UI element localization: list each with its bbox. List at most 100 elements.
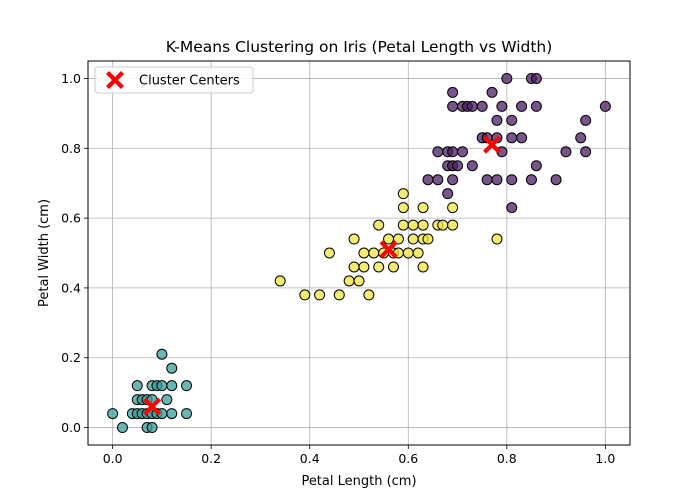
data-point-cluster-2 <box>392 233 404 245</box>
data-point-cluster-1 <box>181 408 193 420</box>
data-point-cluster-2 <box>333 289 345 301</box>
chart-title: K-Means Clustering on Iris (Petal Length… <box>166 38 553 56</box>
scatter-points <box>107 72 611 434</box>
data-point-cluster-3 <box>432 174 444 186</box>
legend: Cluster Centers <box>94 66 254 94</box>
data-point-cluster-2 <box>397 202 409 214</box>
data-point-cluster-3 <box>447 86 459 98</box>
data-point-cluster-3 <box>550 174 562 186</box>
data-point-cluster-2 <box>358 261 370 273</box>
data-point-cluster-3 <box>530 160 542 172</box>
data-point-cluster-1 <box>156 348 168 360</box>
data-point-cluster-2 <box>417 202 429 214</box>
data-point-cluster-3 <box>560 146 572 158</box>
data-point-cluster-2 <box>323 247 335 259</box>
data-point-cluster-3 <box>442 188 454 200</box>
data-point-cluster-2 <box>343 275 355 287</box>
data-point-cluster-3 <box>580 146 592 158</box>
data-point-cluster-3 <box>525 174 537 186</box>
data-point-cluster-2 <box>383 233 395 245</box>
data-point-cluster-2 <box>422 233 434 245</box>
x-tick-label: 1.0 <box>595 451 615 466</box>
data-point-cluster-3 <box>491 114 503 126</box>
data-point-cluster-2 <box>412 247 424 259</box>
x-tick-label: 0.8 <box>497 451 517 466</box>
y-tick-label: 0.6 <box>61 211 81 226</box>
data-point-cluster-3 <box>506 202 518 214</box>
y-tick-label: 1.0 <box>61 71 81 86</box>
data-point-cluster-3 <box>466 100 478 112</box>
data-point-cluster-3 <box>452 160 464 172</box>
data-point-cluster-3 <box>476 100 488 112</box>
plot-frame <box>87 60 631 446</box>
data-point-cluster-2 <box>447 202 459 214</box>
data-point-cluster-2 <box>407 219 419 231</box>
data-point-cluster-2 <box>387 261 399 273</box>
data-point-cluster-2 <box>417 261 429 273</box>
data-point-cluster-2 <box>373 219 385 231</box>
x-tick-label: 0.0 <box>103 451 123 466</box>
data-point-cluster-1 <box>181 380 193 392</box>
cluster-center-marker <box>483 135 502 154</box>
data-point-cluster-3 <box>530 72 542 84</box>
data-point-cluster-2 <box>407 233 419 245</box>
x-tick-label: 0.2 <box>201 451 221 466</box>
y-tick-label: 0.4 <box>61 280 81 295</box>
data-point-cluster-3 <box>530 100 542 112</box>
data-point-cluster-2 <box>402 247 414 259</box>
data-point-cluster-3 <box>491 174 503 186</box>
legend-box <box>94 66 254 94</box>
x-tick-label: 0.6 <box>398 451 418 466</box>
x-axis-ticks: 0.0 0.2 0.4 0.6 0.8 1.0 <box>103 445 615 466</box>
data-point-cluster-3 <box>516 132 528 144</box>
data-point-cluster-1 <box>131 380 143 392</box>
data-point-cluster-2 <box>274 275 286 287</box>
y-axis-label: Petal Width (cm) <box>37 199 52 307</box>
y-axis-ticks: 0.0 0.2 0.4 0.6 0.8 1.0 <box>61 71 88 435</box>
data-point-cluster-3 <box>506 132 518 144</box>
legend-marker-x-icon <box>106 71 124 89</box>
data-point-cluster-3 <box>422 174 434 186</box>
y-tick-label: 0.2 <box>61 350 81 365</box>
data-point-cluster-1 <box>107 408 119 420</box>
data-point-cluster-2 <box>397 188 409 200</box>
data-point-cluster-3 <box>516 100 528 112</box>
data-point-cluster-1 <box>166 362 178 374</box>
data-point-cluster-1 <box>146 422 158 434</box>
data-point-cluster-2 <box>358 247 370 259</box>
data-point-cluster-2 <box>314 289 326 301</box>
data-point-cluster-2 <box>417 219 429 231</box>
y-tick-label: 0.8 <box>61 141 81 156</box>
data-point-cluster-3 <box>580 114 592 126</box>
data-point-cluster-2 <box>348 261 360 273</box>
data-point-cluster-3 <box>447 100 459 112</box>
data-point-cluster-3 <box>575 132 587 144</box>
cluster-center-marker <box>143 397 162 416</box>
data-point-cluster-1 <box>161 394 173 406</box>
data-point-cluster-1 <box>156 380 168 392</box>
data-point-cluster-3 <box>501 72 513 84</box>
data-point-cluster-1 <box>166 408 178 420</box>
x-axis-label: Petal Length (cm) <box>301 474 416 489</box>
legend-label: Cluster Centers <box>139 74 240 89</box>
data-point-cluster-1 <box>166 380 178 392</box>
cluster-center-marker <box>379 240 398 259</box>
data-point-cluster-3 <box>506 114 518 126</box>
data-point-cluster-2 <box>491 233 503 245</box>
data-point-cluster-2 <box>447 219 459 231</box>
data-point-cluster-3 <box>506 174 518 186</box>
data-point-cluster-2 <box>299 289 311 301</box>
data-point-cluster-3 <box>486 86 498 98</box>
data-point-cluster-3 <box>447 174 459 186</box>
data-point-cluster-2 <box>348 233 360 245</box>
data-point-cluster-3 <box>432 146 444 158</box>
data-point-cluster-1 <box>116 422 128 434</box>
data-point-cluster-2 <box>353 275 365 287</box>
x-tick-label: 0.4 <box>300 451 320 466</box>
data-point-cluster-3 <box>481 174 493 186</box>
data-point-cluster-3 <box>466 160 478 172</box>
y-tick-label: 0.0 <box>61 420 81 435</box>
data-point-cluster-3 <box>496 100 508 112</box>
data-point-cluster-2 <box>437 219 449 231</box>
